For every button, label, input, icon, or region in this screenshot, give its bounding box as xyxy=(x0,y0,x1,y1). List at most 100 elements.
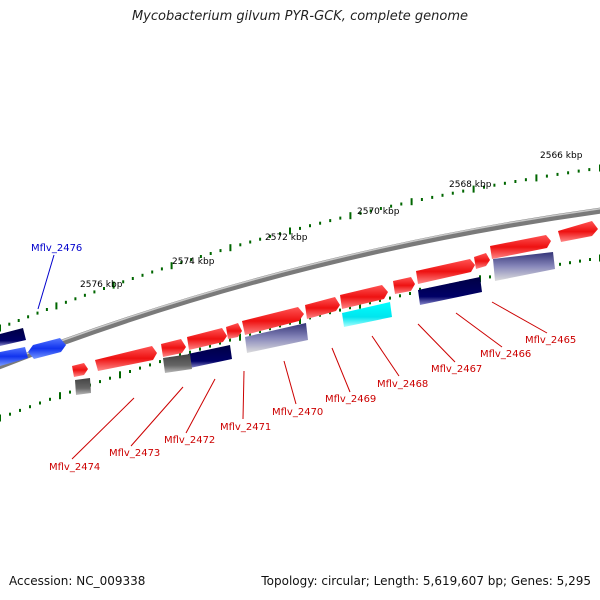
gene-arrow[interactable] xyxy=(0,347,28,366)
major-tick xyxy=(0,414,1,422)
gene-label[interactable]: Mflv_2471 xyxy=(220,422,271,433)
minor-tick xyxy=(420,198,423,201)
minor-tick xyxy=(219,249,222,253)
major-tick xyxy=(359,301,361,309)
inner-strand-blocks xyxy=(75,252,555,395)
major-tick xyxy=(535,174,538,182)
major-tick xyxy=(472,185,475,193)
leader-line xyxy=(185,378,216,434)
gene-arrow[interactable] xyxy=(28,338,66,359)
gene-arrow[interactable] xyxy=(305,297,340,319)
major-tick xyxy=(59,392,61,400)
minor-tick xyxy=(299,226,301,230)
minor-tick xyxy=(199,347,201,351)
gene-arrow[interactable] xyxy=(187,328,227,350)
major-tick xyxy=(179,351,181,359)
minor-tick xyxy=(129,370,131,373)
minor-tick xyxy=(160,267,163,271)
minor-tick xyxy=(209,344,211,348)
minor-tick xyxy=(27,315,30,319)
minor-tick xyxy=(19,408,21,412)
minor-tick xyxy=(109,376,111,380)
minor-tick xyxy=(8,322,11,326)
major-tick xyxy=(119,371,121,379)
gene-block[interactable] xyxy=(75,378,91,395)
minor-tick xyxy=(399,294,401,298)
reverse-strand-genes xyxy=(0,328,66,366)
gene-arrow[interactable] xyxy=(490,235,551,259)
minor-tick xyxy=(190,258,193,262)
minor-tick xyxy=(139,366,141,370)
minor-tick xyxy=(103,287,105,290)
gene-arrow[interactable] xyxy=(416,259,475,284)
gene-arrow[interactable] xyxy=(393,277,415,294)
kbp-label: 2572 kbp xyxy=(265,233,308,243)
minor-tick xyxy=(17,319,20,322)
minor-tick xyxy=(45,308,48,311)
gene-arrow[interactable] xyxy=(95,346,157,371)
minor-tick xyxy=(159,360,161,364)
minor-tick xyxy=(339,216,342,220)
minor-tick xyxy=(249,332,251,336)
gene-arrow[interactable] xyxy=(474,253,490,269)
gene-label[interactable]: Mflv_2472 xyxy=(164,435,215,446)
kbp-label: 2570 kbp xyxy=(357,207,400,217)
major-tick xyxy=(349,212,352,220)
minor-tick xyxy=(49,397,51,401)
gene-label[interactable]: Mflv_2466 xyxy=(480,349,531,360)
gene-label[interactable]: Mflv_2467 xyxy=(431,364,482,375)
minor-tick xyxy=(131,277,134,280)
minor-tick xyxy=(69,390,71,394)
minor-tick xyxy=(239,243,242,247)
minor-tick xyxy=(400,202,403,206)
leader-line xyxy=(455,312,503,348)
gene-arrow[interactable] xyxy=(558,221,598,242)
gene-block[interactable] xyxy=(342,302,392,327)
gene-label[interactable]: Mflv_2468 xyxy=(377,379,428,390)
kbp-label: 2574 kbp xyxy=(172,257,215,267)
minor-tick xyxy=(269,327,271,331)
minor-tick xyxy=(579,259,581,263)
minor-tick xyxy=(441,193,444,197)
minor-tick xyxy=(390,204,393,208)
minor-tick xyxy=(29,405,31,409)
gene-arrow[interactable] xyxy=(242,307,304,335)
gene-arrow[interactable] xyxy=(340,285,388,309)
minor-tick xyxy=(141,273,144,277)
leader-line xyxy=(371,335,400,377)
kbp-scale-labels: 2566 kbp 2568 kbp 2570 kbp 2572 kbp 2574… xyxy=(80,151,583,290)
minor-tick xyxy=(359,211,362,215)
gene-arrow[interactable] xyxy=(72,363,88,377)
gene-block[interactable] xyxy=(163,354,192,373)
gene-label[interactable]: Mflv_2474 xyxy=(49,462,100,473)
gene-block[interactable] xyxy=(418,277,482,305)
gene-label[interactable]: Mflv_2470 xyxy=(272,407,323,418)
gene-arrow[interactable] xyxy=(226,323,242,339)
minor-tick xyxy=(369,209,372,213)
minor-tick xyxy=(559,262,561,266)
major-tick xyxy=(0,324,1,332)
forward-strand-genes xyxy=(72,221,598,377)
accession-text: Accession: NC_009338 xyxy=(9,574,146,588)
kbp-label: 2566 kbp xyxy=(540,151,583,161)
minor-tick xyxy=(483,185,485,189)
gene-label[interactable]: Mflv_2469 xyxy=(325,394,376,405)
gene-label[interactable]: Mflv_2465 xyxy=(525,335,576,346)
major-tick xyxy=(55,302,58,310)
minor-tick xyxy=(567,171,570,175)
minor-tick xyxy=(279,232,281,236)
leader-line xyxy=(242,370,245,420)
gene-label[interactable]: Mflv_2473 xyxy=(109,448,160,459)
gene-block[interactable] xyxy=(188,345,232,368)
leader-line xyxy=(331,347,351,393)
minor-tick xyxy=(524,178,527,182)
gene-label[interactable]: Mflv_2476 xyxy=(31,243,82,254)
gene-arrow[interactable] xyxy=(161,339,186,357)
gene-block[interactable] xyxy=(245,323,308,353)
major-tick xyxy=(289,227,291,235)
gene-arrow[interactable] xyxy=(0,328,26,346)
minor-tick xyxy=(349,306,351,310)
minor-tick xyxy=(309,224,311,228)
gene-block[interactable] xyxy=(493,252,555,281)
minor-tick xyxy=(122,280,125,284)
